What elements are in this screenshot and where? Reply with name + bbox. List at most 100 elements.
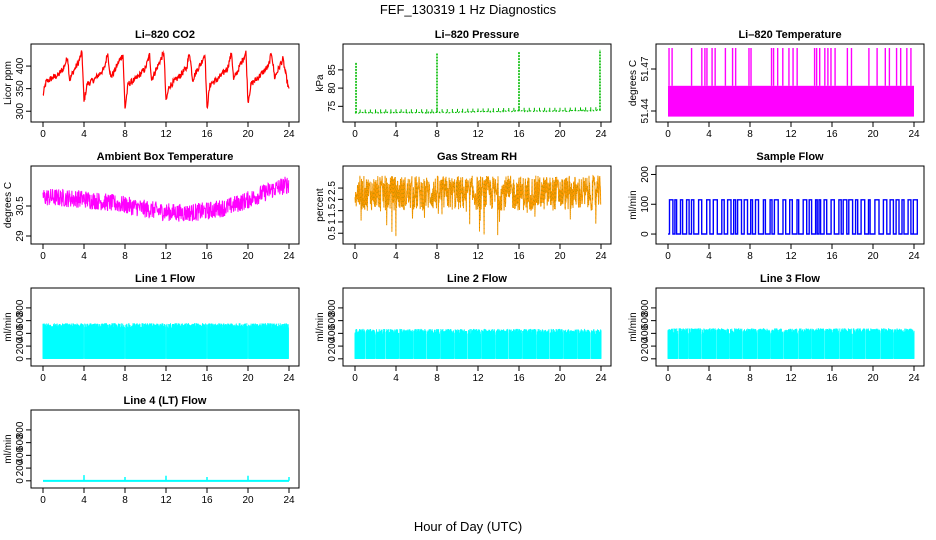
x-tick-label: 0 <box>665 129 671 140</box>
y-tick-label: 2 <box>327 196 338 202</box>
panel-6: Sample Flow ml/min 0 4 8 12 16 20 24 0 100 200 <box>628 151 925 262</box>
y-tick-label: 75 <box>327 100 338 112</box>
y-tick-label: 600 <box>15 312 26 329</box>
panel-title: Li–820 Temperature <box>738 29 841 41</box>
x-tick-label: 24 <box>908 373 920 384</box>
x-tick-label: 24 <box>283 495 295 506</box>
y-tick-label: 800 <box>327 299 338 316</box>
temperature-band <box>668 85 914 117</box>
panel-title: Ambient Box Temperature <box>97 151 234 163</box>
y-tick-label: 600 <box>640 312 651 329</box>
x-tick-label: 24 <box>283 373 295 384</box>
y-tick-label: 200 <box>15 459 26 476</box>
plot-frame <box>342 165 612 245</box>
x-tick-label: 12 <box>160 495 172 506</box>
x-tick-label: 20 <box>242 251 254 262</box>
x-tick-label: 4 <box>81 495 87 506</box>
x-tick-label: 0 <box>665 373 671 384</box>
x-tick-label: 24 <box>908 251 920 262</box>
panel-title: Sample Flow <box>756 151 824 163</box>
x-tick-label: 16 <box>513 373 525 384</box>
plot-frame <box>30 43 300 123</box>
y-tick-label: 1.5 <box>327 203 338 217</box>
x-tick-label: 0 <box>40 251 46 262</box>
x-tick-label: 8 <box>747 251 753 262</box>
y-tick-label: 800 <box>640 299 651 316</box>
y-tick-label: 400 <box>640 325 651 342</box>
x-tick-label: 16 <box>201 495 213 506</box>
x-tick-label: 0 <box>40 495 46 506</box>
plot-frame <box>655 43 925 123</box>
x-tick-label: 20 <box>554 373 566 384</box>
y-tick-label: 80 <box>327 82 338 94</box>
x-tick-label: 12 <box>785 129 797 140</box>
x-tick-label: 8 <box>122 251 128 262</box>
x-tick-label: 20 <box>242 129 254 140</box>
y-tick-label: 100 <box>640 195 651 212</box>
y-tick-label: 400 <box>15 447 26 464</box>
x-tick-label: 12 <box>472 251 484 262</box>
x-tick-label: 0 <box>352 373 358 384</box>
x-tick-label: 4 <box>706 251 712 262</box>
x-tick-label: 24 <box>595 129 607 140</box>
plot-data <box>667 199 918 235</box>
plot-frame <box>342 43 612 123</box>
x-tick-label: 16 <box>201 129 213 140</box>
x-tick-label: 4 <box>393 373 399 384</box>
co2-line <box>42 50 290 110</box>
x-tick-label: 8 <box>747 129 753 140</box>
y-axis-label: degrees C <box>628 60 639 106</box>
plot-data <box>354 174 602 237</box>
y-tick-label: 0 <box>327 356 338 362</box>
x-tick-label: 8 <box>122 495 128 506</box>
x-tick-label: 8 <box>122 373 128 384</box>
x-tick-label: 20 <box>867 251 879 262</box>
y-axis-label: ml/min <box>3 312 14 341</box>
x-tick-label: 24 <box>283 129 295 140</box>
y-tick-label: 300 <box>15 102 26 119</box>
x-tick-label: 12 <box>160 373 172 384</box>
plot-data <box>354 328 602 359</box>
panel-title: Li–820 Pressure <box>435 29 519 41</box>
y-tick-label: 29 <box>15 230 26 242</box>
x-tick-label: 12 <box>160 129 172 140</box>
x-tick-label: 4 <box>81 129 87 140</box>
panel-title: Gas Stream RH <box>437 151 517 163</box>
y-axis-label: ml/min <box>628 190 639 219</box>
plot-frame <box>655 287 925 367</box>
box-temperature-line <box>42 176 290 222</box>
panel-title: Line 2 Flow <box>447 273 507 285</box>
x-tick-label: 8 <box>434 129 440 140</box>
x-tick-label: 8 <box>747 373 753 384</box>
x-tick-label: 24 <box>595 373 607 384</box>
y-tick-label: 85 <box>327 64 338 76</box>
x-tick-label: 8 <box>122 129 128 140</box>
y-tick-label: 200 <box>640 166 651 183</box>
panel-2: Li–820 Pressure kPa 0 4 8 12 16 20 24 75 80 85 <box>315 29 612 140</box>
x-tick-label: 20 <box>554 251 566 262</box>
y-axis-label: ml/min <box>3 434 14 463</box>
x-tick-label: 16 <box>513 129 525 140</box>
y-tick-label: 0 <box>640 356 651 362</box>
x-tick-label: 8 <box>434 373 440 384</box>
sample-flow-line <box>667 199 918 235</box>
x-tick-label: 24 <box>595 251 607 262</box>
x-tick-label: 12 <box>785 373 797 384</box>
x-tick-label: 0 <box>352 251 358 262</box>
panel-title: Line 3 Flow <box>760 273 820 285</box>
x-tick-label: 20 <box>867 129 879 140</box>
rh-dots <box>354 175 601 237</box>
y-axis-label: kPa <box>315 74 326 92</box>
y-tick-label: 400 <box>15 57 26 74</box>
y-tick-label: 800 <box>15 299 26 316</box>
x-tick-label: 0 <box>665 251 671 262</box>
panel-4: Ambient Box Temperature degrees C 0 4 8 12 16 2… <box>3 151 300 262</box>
plot-frame <box>655 165 925 245</box>
x-tick-label: 12 <box>472 373 484 384</box>
x-tick-label: 20 <box>867 373 879 384</box>
x-tick-label: 16 <box>513 251 525 262</box>
panel-10: Line 4 (LT) Flow ml/min 0 4 8 12 16 20 24 0 200400… <box>3 395 300 506</box>
plot-data <box>42 50 290 110</box>
y-tick-label: 350 <box>15 80 26 97</box>
y-tick-label: 200 <box>15 337 26 354</box>
